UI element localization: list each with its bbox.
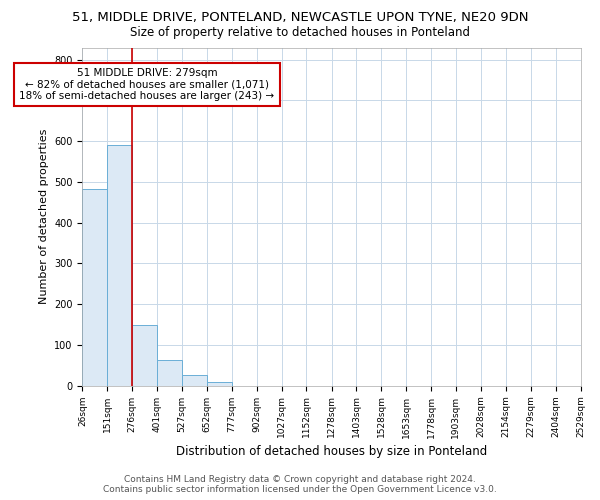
Text: Contains HM Land Registry data © Crown copyright and database right 2024.
Contai: Contains HM Land Registry data © Crown c…: [103, 474, 497, 494]
Bar: [82, 189, 107, 386]
Text: 51 MIDDLE DRIVE: 279sqm
← 82% of detached houses are smaller (1,071)
18% of semi: 51 MIDDLE DRIVE: 279sqm ← 82% of detache…: [19, 68, 274, 101]
Bar: [207, 382, 232, 386]
Y-axis label: Number of detached properties: Number of detached properties: [38, 129, 49, 304]
Bar: [132, 324, 157, 386]
Bar: [107, 146, 132, 386]
Bar: [157, 360, 182, 386]
X-axis label: Distribution of detached houses by size in Ponteland: Distribution of detached houses by size …: [176, 444, 487, 458]
Bar: [182, 374, 207, 386]
Text: 51, MIDDLE DRIVE, PONTELAND, NEWCASTLE UPON TYNE, NE20 9DN: 51, MIDDLE DRIVE, PONTELAND, NEWCASTLE U…: [72, 11, 528, 24]
Text: Size of property relative to detached houses in Ponteland: Size of property relative to detached ho…: [130, 26, 470, 39]
